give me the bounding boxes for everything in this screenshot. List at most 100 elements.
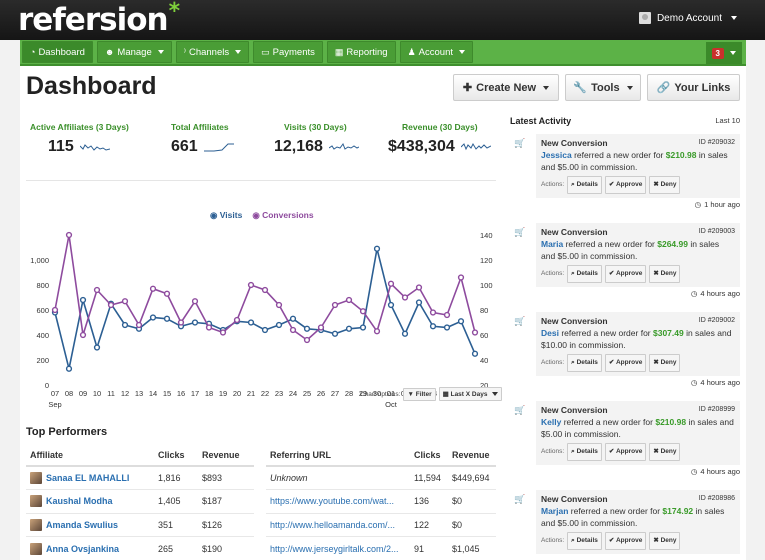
approve-button[interactable]: ✔ Approve xyxy=(604,443,647,461)
legend-visits[interactable]: ◉ Visits xyxy=(210,210,243,220)
data-point xyxy=(149,285,157,292)
y-left-tick-label: 0 xyxy=(45,381,49,390)
filter-button[interactable]: ▼ Filter xyxy=(403,387,436,401)
button-label: Deny xyxy=(660,537,677,544)
x-tick-label: 01 xyxy=(387,389,395,398)
url-link[interactable]: http://www.helloamanda.com/... xyxy=(270,519,396,530)
calendar-icon: ▦ xyxy=(442,391,449,398)
details-button[interactable]: ⌕ Details xyxy=(567,354,602,372)
affiliate-link[interactable]: Jessica xyxy=(541,150,572,160)
nav-payments[interactable]: ▭ Payments xyxy=(253,41,323,63)
data-point xyxy=(345,296,353,304)
column-header[interactable]: Clicks xyxy=(410,444,448,467)
deny-button[interactable]: ✖ Deny xyxy=(649,354,681,372)
affiliate-link[interactable]: Marjan xyxy=(541,506,569,516)
notifications-button[interactable]: 3 xyxy=(705,42,742,64)
filter-icon: ▼ xyxy=(407,390,414,398)
url-link[interactable]: https://www.youtube.com/wat... xyxy=(270,496,395,507)
activity-actions: Actions: ⌕ Details ✔ Approve ✖ Deny xyxy=(541,176,735,194)
affiliate-link[interactable]: Desi xyxy=(541,328,559,338)
logo[interactable]: refersion* xyxy=(18,0,180,38)
column-header[interactable]: Affiliate xyxy=(26,444,154,467)
details-button[interactable]: ⌕ Details xyxy=(567,176,602,194)
affiliate-link[interactable]: Sanaa EL MAHALLI xyxy=(30,472,154,484)
activity-time: ◷ 4 hours ago xyxy=(691,378,740,387)
chart-options: Chart options: ▼ Filter ▦ Last X Days xyxy=(360,387,503,401)
nav-account[interactable]: ♟ Account xyxy=(399,41,473,63)
actions-label: Actions: xyxy=(541,448,565,455)
cart-icon: 🛒 xyxy=(514,405,526,415)
approve-button[interactable]: ✔ Approve xyxy=(604,176,647,194)
y-right-tick-label: 80 xyxy=(480,306,488,315)
date-range-button[interactable]: ▦ Last X Days xyxy=(438,387,503,401)
affiliate-link[interactable]: Maria xyxy=(541,239,564,249)
x-tick-label: 18 xyxy=(205,389,213,398)
column-header[interactable]: Clicks xyxy=(154,444,198,467)
nav-dashboard[interactable]: ◔ Dashboard xyxy=(22,41,93,63)
deny-button[interactable]: ✖ Deny xyxy=(649,176,681,194)
deny-button[interactable]: ✖ Deny xyxy=(649,265,681,283)
activity-text: in sales and $5.00 in commission. xyxy=(541,506,725,528)
data-point xyxy=(93,286,101,294)
x-tick-label: 12 xyxy=(121,389,129,398)
column-header[interactable]: Revenue xyxy=(198,444,254,467)
details-button[interactable]: ⌕ Details xyxy=(567,443,602,461)
data-point xyxy=(289,326,297,334)
metric-label: Total Affiliates xyxy=(171,122,229,132)
activity-header: Latest Activity Last 10 xyxy=(510,116,746,126)
account-menu[interactable]: Demo Account xyxy=(638,12,737,24)
chart-icon: ▦ xyxy=(334,46,344,57)
affiliate-link[interactable]: Kaushal Modha xyxy=(30,495,154,508)
details-button[interactable]: ⌕ Details xyxy=(567,532,602,550)
nav-manage[interactable]: ☻ Manage xyxy=(96,41,172,63)
x-tick-label: 17 xyxy=(191,389,199,398)
metric-value: $438,304 xyxy=(388,138,455,155)
column-header[interactable]: Revenue xyxy=(448,444,496,467)
your-links-button[interactable]: 🔗 Your Links xyxy=(647,74,740,101)
tools-button[interactable]: 🔧 Tools xyxy=(565,74,641,101)
time-text: 4 hours ago xyxy=(700,467,740,476)
y-left-tick-label: 1,000 xyxy=(30,256,49,265)
affiliate-link[interactable]: Kelly xyxy=(541,417,562,427)
activity-card: New Conversion ID #208986 Marjan referred… xyxy=(536,490,740,554)
link-icon: 🔗 xyxy=(656,82,671,94)
plus-icon: ✚ xyxy=(462,82,473,94)
affiliate-link[interactable]: Amanda Swulius xyxy=(30,518,154,531)
y-left-tick-label: 800 xyxy=(36,281,49,290)
column-header[interactable]: Referring URL xyxy=(266,444,410,467)
approve-button[interactable]: ✔ Approve xyxy=(604,265,647,283)
sale-amount: $307.49 xyxy=(652,328,684,338)
approve-button[interactable]: ✔ Approve xyxy=(604,354,647,372)
clock-icon: ◷ xyxy=(690,467,698,476)
avatar xyxy=(30,472,42,484)
data-point xyxy=(429,309,437,316)
button-label: Details xyxy=(576,181,598,188)
data-point xyxy=(443,311,451,319)
legend-conversions[interactable]: ◉ Conversions xyxy=(252,210,314,220)
affiliate-link[interactable]: Anna Ovsjankina xyxy=(30,542,154,555)
details-button[interactable]: ⌕ Details xyxy=(567,265,602,283)
nav-reporting[interactable]: ▦ Reporting xyxy=(326,41,396,63)
avatar xyxy=(30,518,42,531)
approve-button[interactable]: ✔ Approve xyxy=(604,532,647,550)
url-link[interactable]: http://www.jerseygirltalk.com/2... xyxy=(270,543,399,554)
deny-button[interactable]: ✖ Deny xyxy=(649,443,681,461)
cart-icon: 🛒 xyxy=(514,227,526,237)
affiliate-name: Sanaa EL MAHALLI xyxy=(46,473,130,483)
actions-label: Actions: xyxy=(541,537,565,544)
data-point xyxy=(359,308,367,315)
button-label: Deny xyxy=(660,448,677,455)
nav-channels[interactable]: ⁾ Channels xyxy=(175,41,250,63)
create-new-button[interactable]: ✚ Create New xyxy=(453,74,559,101)
table-row: Sanaa EL MAHALLI 1,816 $893 xyxy=(26,465,254,490)
activity-item: 🛒 New Conversion ID #208999 Kelly referre… xyxy=(510,401,746,482)
time-text: 1 hour ago xyxy=(704,200,740,209)
data-point xyxy=(457,274,465,281)
chevron-down-icon xyxy=(235,50,242,54)
deny-button[interactable]: ✖ Deny xyxy=(649,532,681,550)
table-row: Anna Ovsjankina 265 $190 xyxy=(26,536,254,560)
time-text: 4 hours ago xyxy=(700,378,740,387)
actions-label: Actions: xyxy=(541,270,565,277)
chevron-down-icon xyxy=(626,85,633,90)
cart-icon: 🛒 xyxy=(514,138,526,148)
